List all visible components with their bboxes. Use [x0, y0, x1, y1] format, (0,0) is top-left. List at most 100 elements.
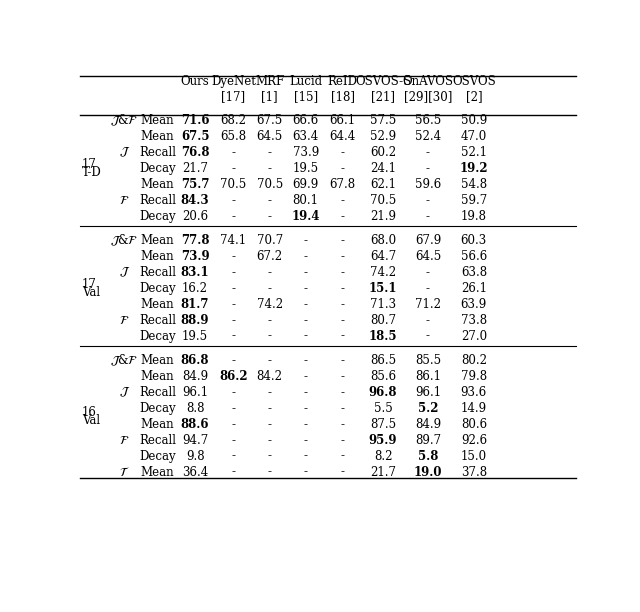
- Text: 74.1: 74.1: [220, 234, 246, 247]
- Text: 21.9: 21.9: [370, 210, 396, 223]
- Text: 5.2: 5.2: [418, 402, 438, 415]
- Text: 69.9: 69.9: [292, 177, 319, 191]
- Text: 83.1: 83.1: [180, 266, 209, 279]
- Text: 71.2: 71.2: [415, 298, 441, 311]
- Text: -: -: [340, 282, 344, 295]
- Text: 86.2: 86.2: [219, 370, 248, 383]
- Text: Ours: Ours: [180, 75, 209, 88]
- Text: 67.5: 67.5: [181, 130, 209, 143]
- Text: 60.3: 60.3: [461, 234, 487, 247]
- Text: 80.6: 80.6: [461, 418, 487, 431]
- Text: $\mathcal{F}$: $\mathcal{F}$: [119, 314, 129, 327]
- Text: -: -: [426, 194, 430, 207]
- Text: [2]: [2]: [465, 91, 482, 103]
- Text: -: -: [232, 386, 236, 399]
- Text: 93.6: 93.6: [461, 386, 487, 399]
- Text: 81.7: 81.7: [181, 298, 209, 311]
- Text: Mean: Mean: [141, 177, 174, 191]
- Text: OSVOS-S: OSVOS-S: [355, 75, 411, 88]
- Text: Mean: Mean: [141, 234, 174, 247]
- Text: Decay: Decay: [139, 402, 176, 415]
- Text: 87.5: 87.5: [370, 418, 396, 431]
- Text: 47.0: 47.0: [461, 130, 487, 143]
- Text: -: -: [340, 146, 344, 159]
- Text: [15]: [15]: [294, 91, 317, 103]
- Text: 57.5: 57.5: [370, 114, 396, 127]
- Text: 70.5: 70.5: [370, 194, 396, 207]
- Text: -: -: [426, 210, 430, 223]
- Text: -: -: [232, 330, 236, 343]
- Text: 50.9: 50.9: [461, 114, 487, 127]
- Text: -: -: [268, 402, 272, 415]
- Text: T-D: T-D: [82, 166, 102, 179]
- Text: Recall: Recall: [139, 314, 176, 327]
- Text: -: -: [268, 450, 272, 463]
- Text: -: -: [340, 210, 344, 223]
- Text: Recall: Recall: [139, 194, 176, 207]
- Text: Mean: Mean: [141, 114, 174, 127]
- Text: 86.5: 86.5: [370, 354, 396, 367]
- Text: 27.0: 27.0: [461, 330, 487, 343]
- Text: -: -: [232, 266, 236, 279]
- Text: 59.6: 59.6: [415, 177, 441, 191]
- Text: -: -: [232, 210, 236, 223]
- Text: -: -: [340, 370, 344, 383]
- Text: 92.6: 92.6: [461, 434, 487, 447]
- Text: 68.0: 68.0: [370, 234, 396, 247]
- Text: -: -: [303, 370, 308, 383]
- Text: 64.7: 64.7: [370, 250, 396, 263]
- Text: Decay: Decay: [139, 282, 176, 295]
- Text: 65.8: 65.8: [220, 130, 246, 143]
- Text: 17: 17: [82, 158, 97, 171]
- Text: -: -: [268, 314, 272, 327]
- Text: 86.8: 86.8: [181, 354, 209, 367]
- Text: -: -: [303, 418, 308, 431]
- Text: 14.9: 14.9: [461, 402, 487, 415]
- Text: -: -: [268, 162, 272, 175]
- Text: Mean: Mean: [141, 298, 174, 311]
- Text: [29][30]: [29][30]: [404, 91, 452, 103]
- Text: 60.2: 60.2: [370, 146, 396, 159]
- Text: [18]: [18]: [331, 91, 355, 103]
- Text: -: -: [268, 146, 272, 159]
- Text: -: -: [426, 146, 430, 159]
- Text: Recall: Recall: [139, 386, 176, 399]
- Text: Mean: Mean: [141, 466, 174, 479]
- Text: 64.5: 64.5: [257, 130, 283, 143]
- Text: -: -: [232, 450, 236, 463]
- Text: -: -: [268, 434, 272, 447]
- Text: -: -: [340, 194, 344, 207]
- Text: 19.4: 19.4: [291, 210, 320, 223]
- Text: 76.8: 76.8: [181, 146, 209, 159]
- Text: 66.6: 66.6: [292, 114, 319, 127]
- Text: -: -: [303, 298, 308, 311]
- Text: 52.9: 52.9: [370, 130, 396, 143]
- Text: 86.1: 86.1: [415, 370, 441, 383]
- Text: Decay: Decay: [139, 330, 176, 343]
- Text: Mean: Mean: [141, 130, 174, 143]
- Text: [17]: [17]: [221, 91, 246, 103]
- Text: 73.8: 73.8: [461, 314, 487, 327]
- Text: $\mathcal{F}$: $\mathcal{F}$: [119, 194, 129, 207]
- Text: 20.6: 20.6: [182, 210, 208, 223]
- Text: 56.5: 56.5: [415, 114, 441, 127]
- Text: Decay: Decay: [139, 162, 176, 175]
- Text: 88.6: 88.6: [181, 418, 209, 431]
- Text: Recall: Recall: [139, 434, 176, 447]
- Text: -: -: [232, 146, 236, 159]
- Text: Recall: Recall: [139, 146, 176, 159]
- Text: -: -: [232, 314, 236, 327]
- Text: 94.7: 94.7: [182, 434, 208, 447]
- Text: 19.2: 19.2: [460, 162, 488, 175]
- Text: 84.3: 84.3: [180, 194, 209, 207]
- Text: 66.1: 66.1: [330, 114, 356, 127]
- Text: Decay: Decay: [139, 210, 176, 223]
- Text: 85.6: 85.6: [370, 370, 396, 383]
- Text: 80.2: 80.2: [461, 354, 487, 367]
- Text: -: -: [232, 466, 236, 479]
- Text: 5.8: 5.8: [418, 450, 438, 463]
- Text: 21.7: 21.7: [182, 162, 208, 175]
- Text: 67.8: 67.8: [330, 177, 356, 191]
- Text: OSVOS: OSVOS: [452, 75, 496, 88]
- Text: -: -: [426, 282, 430, 295]
